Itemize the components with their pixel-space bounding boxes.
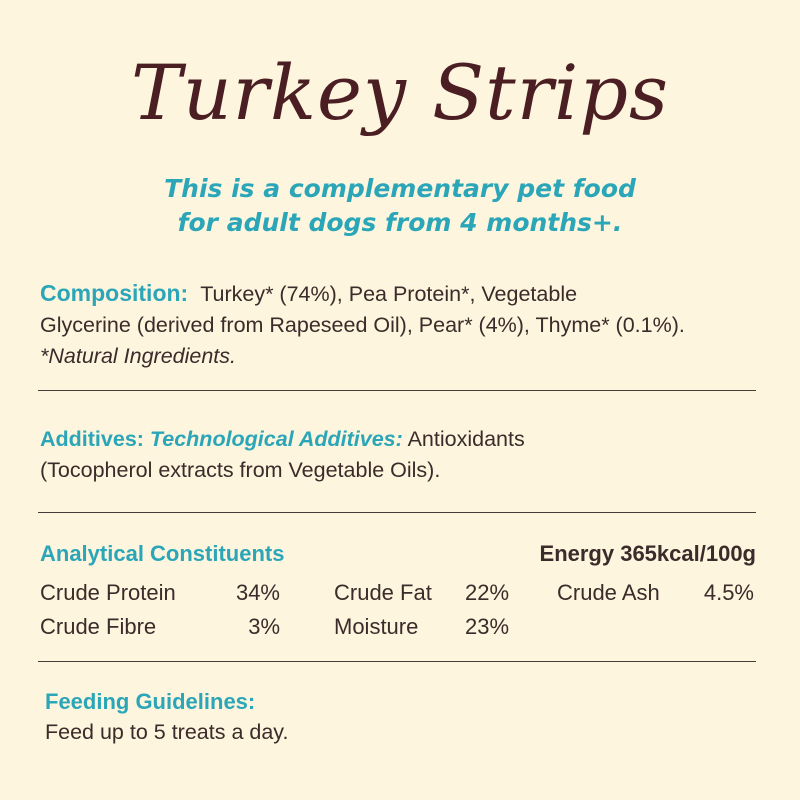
composition-note: *Natural Ingredients. — [40, 344, 236, 368]
composition-label: Composition: — [40, 280, 189, 306]
constituent-name: Crude Fibre — [40, 614, 157, 639]
constituent-name: Crude Ash — [557, 580, 660, 605]
product-subtitle: This is a complementary pet food for adu… — [0, 172, 800, 240]
additives-label: Additives: — [40, 427, 144, 451]
product-title: Turkey Strips — [131, 48, 669, 137]
additives-section: Additives: Technological Additives: Anti… — [40, 424, 760, 486]
composition-section: Composition: Turkey* (74%), Pea Protein*… — [40, 278, 760, 372]
additives-text-1: Antioxidants — [407, 427, 525, 451]
constituent-name: Crude Fat — [334, 580, 432, 605]
constituent-value: 4.5% — [703, 580, 754, 605]
composition-line-1: Composition: Turkey* (74%), Pea Protein*… — [40, 278, 760, 310]
additives-line-1: Additives: Technological Additives: Anti… — [40, 424, 760, 455]
divider — [38, 512, 756, 513]
constituent-name: Crude Protein — [40, 580, 176, 605]
divider — [38, 390, 756, 391]
composition-text-1: Turkey* (74%), Pea Protein*, Vegetable — [200, 282, 578, 306]
composition-text-2: Glycerine (derived from Rapeseed Oil), P… — [40, 313, 685, 337]
subtitle-line-1: This is a complementary pet food — [164, 174, 636, 203]
analytical-label: Analytical Constituents — [40, 541, 285, 566]
feeding-label: Feeding Guidelines: — [45, 689, 256, 714]
constituent-value: 34% — [235, 580, 280, 605]
energy-value: Energy 365kcal/100g — [539, 541, 756, 566]
feeding-text: Feed up to 5 treats a day. — [45, 720, 289, 744]
constituent-value: 3% — [248, 614, 280, 639]
subtitle-line-2: for adult dogs from 4 months+. — [177, 208, 623, 237]
additives-sublabel: Technological Additives: — [149, 427, 403, 451]
constituent-value: 22% — [465, 580, 510, 605]
additives-text-2: (Tocopherol extracts from Vegetable Oils… — [40, 458, 441, 482]
divider — [38, 661, 756, 662]
feeding-section: Feeding Guidelines: Feed up to 5 treats … — [45, 686, 765, 748]
constituent-value: 23% — [465, 614, 510, 639]
analytical-header: Analytical Constituents Energy 365kcal/1… — [40, 541, 756, 567]
constituent-name: Moisture — [334, 614, 419, 639]
